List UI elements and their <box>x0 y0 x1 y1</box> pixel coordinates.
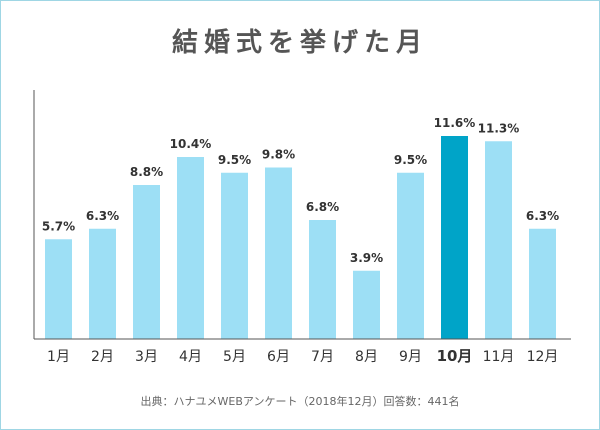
bar-6 <box>265 167 292 339</box>
source-note: 出典：ハナユメWEBアンケート（2018年12月）回答数：441名 <box>140 395 460 408</box>
bar-value-label-12: 6.3% <box>526 209 559 223</box>
x-tick-label-8: 8月 <box>355 349 378 365</box>
x-tick-label-6: 6月 <box>267 349 290 365</box>
bar-value-label-2: 6.3% <box>86 209 119 223</box>
x-tick-label-9: 9月 <box>399 349 422 365</box>
bar-8 <box>353 270 380 339</box>
x-tick-label-3: 3月 <box>135 349 158 365</box>
bar-value-label-4: 10.4% <box>170 137 212 151</box>
chart-title: 結婚式を挙げた月 <box>171 28 428 58</box>
x-tick-label-7: 7月 <box>311 349 334 365</box>
bar-value-label-10: 11.6% <box>434 116 476 130</box>
bar-3 <box>133 185 160 339</box>
bar-value-label-7: 6.8% <box>306 200 339 214</box>
bar-10 <box>441 136 468 339</box>
x-tick-label-10: 10月 <box>437 347 473 365</box>
bar-value-label-9: 9.5% <box>394 153 427 167</box>
bar-value-label-3: 8.8% <box>130 165 163 179</box>
bar-1 <box>45 239 72 339</box>
bar-9 <box>397 172 424 339</box>
x-tick-label-5: 5月 <box>223 349 246 365</box>
bar-value-label-11: 11.3% <box>478 121 520 135</box>
x-tick-label-2: 2月 <box>91 349 114 365</box>
bar-value-label-1: 5.7% <box>42 219 75 233</box>
bar-value-label-5: 9.5% <box>218 153 251 167</box>
bars-group: 5.7% 1月 6.3% 2月 8.8% 3月 10.4% 4月 9.5% 5月 9.8% 6月 6.8… <box>42 116 559 365</box>
bar-12 <box>529 228 556 339</box>
bar-4 <box>177 157 204 339</box>
bar-value-label-8: 3.9% <box>350 251 383 265</box>
bar-11 <box>485 141 512 339</box>
x-tick-label-1: 1月 <box>47 349 70 365</box>
x-tick-label-11: 11月 <box>483 349 515 365</box>
bar-2 <box>89 228 116 339</box>
x-tick-label-12: 12月 <box>527 349 559 365</box>
bar-7 <box>309 220 336 339</box>
bar-5 <box>221 172 248 339</box>
x-tick-label-4: 4月 <box>179 349 202 365</box>
bar-value-label-6: 9.8% <box>262 148 295 162</box>
